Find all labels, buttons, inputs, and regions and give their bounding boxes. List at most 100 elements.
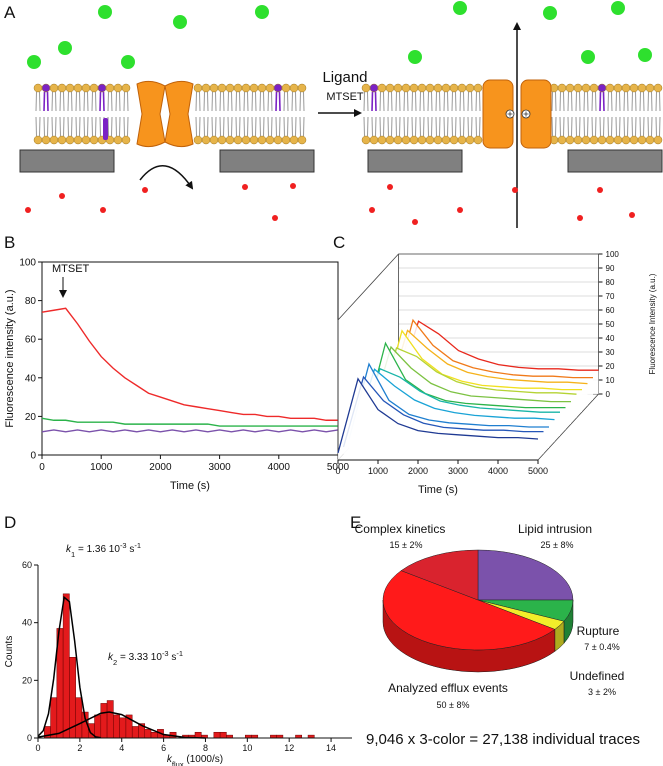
bar	[113, 714, 120, 739]
lipid-tail	[71, 116, 73, 137]
lipid-tail	[219, 116, 221, 137]
lipid-tail	[595, 91, 597, 112]
lipid-tail	[559, 116, 561, 137]
lipid-tail	[215, 116, 217, 137]
closed-channel	[164, 80, 194, 148]
lipid-tail	[595, 116, 597, 137]
lipid-tail	[95, 116, 97, 137]
lipid-head	[629, 135, 639, 145]
bar	[144, 729, 152, 739]
lipid-head	[417, 83, 427, 93]
lipid-tail	[275, 116, 277, 137]
lipid-head	[113, 83, 123, 93]
lipid-tail	[383, 116, 385, 137]
z-tick-label: 40	[606, 334, 615, 343]
lipid-tail	[435, 91, 437, 112]
lipid-tail	[395, 91, 397, 112]
lipid-tail	[43, 91, 46, 112]
annotation-part: s	[127, 544, 135, 555]
lipid-tail	[195, 116, 197, 137]
lipid-head	[249, 135, 259, 145]
lipid-tail	[283, 116, 285, 137]
lipid-tail	[587, 116, 589, 137]
dye-dot	[597, 187, 603, 193]
lipid-head	[89, 135, 99, 145]
lipid-tail	[227, 116, 229, 137]
lipid-tail	[235, 91, 237, 112]
lipid-tail	[374, 91, 377, 112]
lipid-tail	[47, 116, 49, 137]
lipid-head	[57, 83, 67, 93]
annotation: k1 = 1.36 10-3 s-1	[66, 541, 141, 559]
x-tick-label: 0	[335, 466, 340, 476]
lipid-tail	[651, 116, 653, 137]
lipid-tail	[391, 116, 393, 137]
lipid-head	[653, 83, 663, 93]
ligand-dot	[98, 5, 112, 19]
lipid-head	[449, 135, 459, 145]
legend-label: Complex kinetics	[355, 522, 446, 536]
lipid-head	[49, 135, 59, 145]
lipid-tail	[467, 91, 469, 112]
lipid-head	[65, 135, 75, 145]
bar	[119, 717, 127, 739]
y-tick-label: 60	[25, 335, 37, 346]
lipid-tail	[575, 91, 577, 112]
charge-sign	[507, 111, 513, 117]
lipid-head	[589, 83, 599, 93]
lipid-tail	[287, 91, 289, 112]
lipid-tail	[291, 116, 293, 137]
ligand-dot	[173, 15, 187, 29]
bar	[213, 731, 221, 739]
dye-dot	[629, 212, 635, 218]
lipid-tail	[102, 91, 105, 112]
lipid-head	[297, 135, 307, 145]
lipid-tail	[279, 116, 281, 137]
lipid-tail	[299, 91, 301, 112]
lipid-tail	[443, 116, 445, 137]
lipid-tail	[59, 116, 61, 137]
lipid-tail	[83, 91, 85, 112]
lipid-head	[565, 135, 575, 145]
lipid-tail	[283, 91, 285, 112]
value-label: 3 ± 2%	[588, 687, 616, 697]
lipid-tail	[299, 116, 301, 137]
lipid-head	[257, 135, 267, 145]
lipid-tail	[99, 116, 101, 137]
lipid-tail	[599, 91, 602, 112]
lipid-tail	[99, 91, 102, 112]
x-axis-label: Time (s)	[418, 484, 458, 496]
lipid-tail	[55, 91, 57, 112]
lipid-tail	[435, 116, 437, 137]
lipid-tail	[115, 91, 117, 112]
lipid-tail	[419, 91, 421, 112]
ligand-dot	[611, 1, 625, 15]
lipid-head	[613, 83, 623, 93]
trace	[375, 347, 577, 412]
lipid-head	[393, 83, 403, 93]
dye-dot	[59, 193, 65, 199]
lipid-tail	[379, 116, 381, 137]
lipid-tail	[607, 116, 609, 137]
lipid-tail	[87, 91, 89, 112]
lipid-head	[257, 83, 267, 93]
y-axis-label: Counts	[4, 636, 15, 668]
x-axis-label: Time (s)	[170, 480, 210, 492]
lipid-tail	[107, 116, 109, 137]
blocked-arrow	[139, 165, 194, 190]
lipid-tail	[383, 91, 385, 112]
lipid-tail	[623, 91, 625, 112]
lipid-head	[425, 135, 435, 145]
lipid-head	[217, 83, 227, 93]
lipid-tail	[231, 116, 233, 137]
lipid-tail	[111, 116, 113, 137]
lipid-tail	[71, 91, 73, 112]
lipid-head	[465, 135, 475, 145]
dye-dot	[577, 215, 583, 221]
y-tick-label: 40	[25, 373, 37, 384]
lipid-tail	[447, 91, 449, 112]
lipid-tail	[627, 116, 629, 137]
ligand-dot	[27, 55, 41, 69]
lipid-tail	[375, 116, 377, 137]
x-tick-label: 8	[203, 743, 208, 753]
